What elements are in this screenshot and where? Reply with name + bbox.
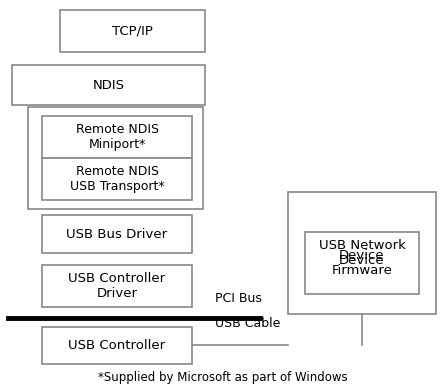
Bar [12, 65, 205, 105]
Text: Remote NDIS
USB Transport*: Remote NDIS USB Transport* [70, 165, 164, 193]
Bar [42, 265, 192, 307]
Text: NDIS: NDIS [92, 78, 124, 91]
Bar [28, 107, 203, 209]
Bar [305, 232, 419, 294]
Text: USB Controller: USB Controller [68, 339, 165, 352]
Text: PCI Bus: PCI Bus [215, 292, 262, 305]
Bar [60, 10, 205, 52]
Text: *Supplied by Microsoft as part of Windows: *Supplied by Microsoft as part of Window… [98, 372, 348, 385]
Text: Device
Firmware: Device Firmware [331, 249, 392, 277]
Bar [42, 116, 192, 158]
Bar [42, 327, 192, 364]
Text: USB Network
Device: USB Network Device [318, 239, 405, 267]
Text: TCP/IP: TCP/IP [112, 25, 153, 38]
Text: USB Controller
Driver: USB Controller Driver [68, 272, 165, 300]
Text: USB Bus Driver: USB Bus Driver [66, 227, 168, 241]
Bar [288, 192, 436, 314]
Text: USB Cable: USB Cable [215, 317, 281, 330]
Bar [42, 158, 192, 200]
Text: Remote NDIS
Miniport*: Remote NDIS Miniport* [75, 123, 158, 151]
Bar [42, 215, 192, 253]
